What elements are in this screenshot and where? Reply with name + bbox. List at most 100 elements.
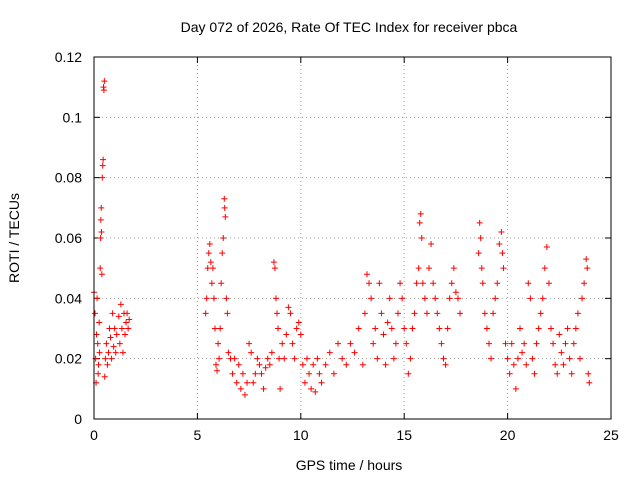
x-tick-label: 15 [396,427,412,443]
data-point [326,349,333,356]
data-point [109,310,116,317]
data-point [416,219,423,226]
data-point [275,325,282,332]
data-point [268,349,275,356]
data-point [390,355,397,362]
data-point [216,355,223,362]
data-point [521,340,528,347]
data-point [270,259,277,266]
data-point [343,361,350,368]
data-point [419,280,426,287]
data-point [436,325,443,332]
data-point [310,361,317,368]
data-point [223,295,230,302]
data-point [312,388,319,395]
data-point [97,265,104,272]
data-point [411,310,418,317]
data-point [101,373,108,380]
x-axis-label: GPS time / hours [296,457,403,473]
data-point [335,340,342,347]
data-point [118,325,125,332]
data-point [318,379,325,386]
data-point [125,325,132,332]
data-point [206,241,213,248]
data-point [359,361,366,368]
data-point [101,78,108,85]
data-point [217,325,224,332]
data-point [490,310,497,317]
data-point [504,355,511,362]
data-point [372,325,379,332]
data-point [213,361,220,368]
data-point [330,370,337,377]
data-point [454,295,461,302]
y-tick-label: 0.02 [55,351,82,367]
data-point [277,385,284,392]
data-point [554,370,561,377]
data-point [235,361,242,368]
y-axis-label: ROTI / TECUs [6,193,22,283]
data-point [107,334,114,341]
data-point [539,295,546,302]
y-tick-label: 0.06 [55,230,82,246]
data-point [115,313,122,320]
data-point [386,295,393,302]
data-point [239,370,246,377]
data-point [279,340,286,347]
data-point [306,370,313,377]
y-tick-label: 0.1 [63,109,83,125]
data-point [483,325,490,332]
data-point [108,355,115,362]
data-point [421,295,428,302]
data-point [366,280,373,287]
data-point [92,310,99,317]
data-point [488,355,495,362]
data-point [581,280,588,287]
data-point [202,310,209,317]
data-point [96,319,103,326]
data-point [276,355,283,362]
data-point [351,349,358,356]
data-point [512,385,519,392]
data-point [97,216,104,223]
grid-lines [94,57,611,419]
data-point [208,280,215,287]
data-point [271,265,278,272]
data-point [423,310,430,317]
data-point [384,319,391,326]
data-point [233,379,240,386]
data-point [444,325,451,332]
data-point [272,295,279,302]
data-point [246,340,253,347]
data-point [448,280,455,287]
data-point [446,295,453,302]
data-point [122,331,129,338]
data-point [95,370,102,377]
data-point [376,280,383,287]
data-point [405,370,412,377]
data-point [432,295,439,302]
data-point [117,301,124,308]
data-point [368,295,375,302]
data-point [98,271,105,278]
data-point [297,331,304,338]
data-point [452,289,459,296]
data-point [382,361,389,368]
data-point [548,325,555,332]
data-point [244,379,251,386]
data-point [205,250,212,257]
data-point [304,355,311,362]
chart-title: Day 072 of 2026, Rate Of TEC Index for r… [181,19,518,35]
data-point [506,370,513,377]
data-point [394,310,401,317]
data-point [510,361,517,368]
data-point [218,280,225,287]
x-tick-label: 5 [194,427,202,443]
data-point [111,325,118,332]
data-point [428,241,435,248]
x-tick-label: 20 [500,427,516,443]
data-point [224,310,231,317]
data-point [221,204,228,211]
